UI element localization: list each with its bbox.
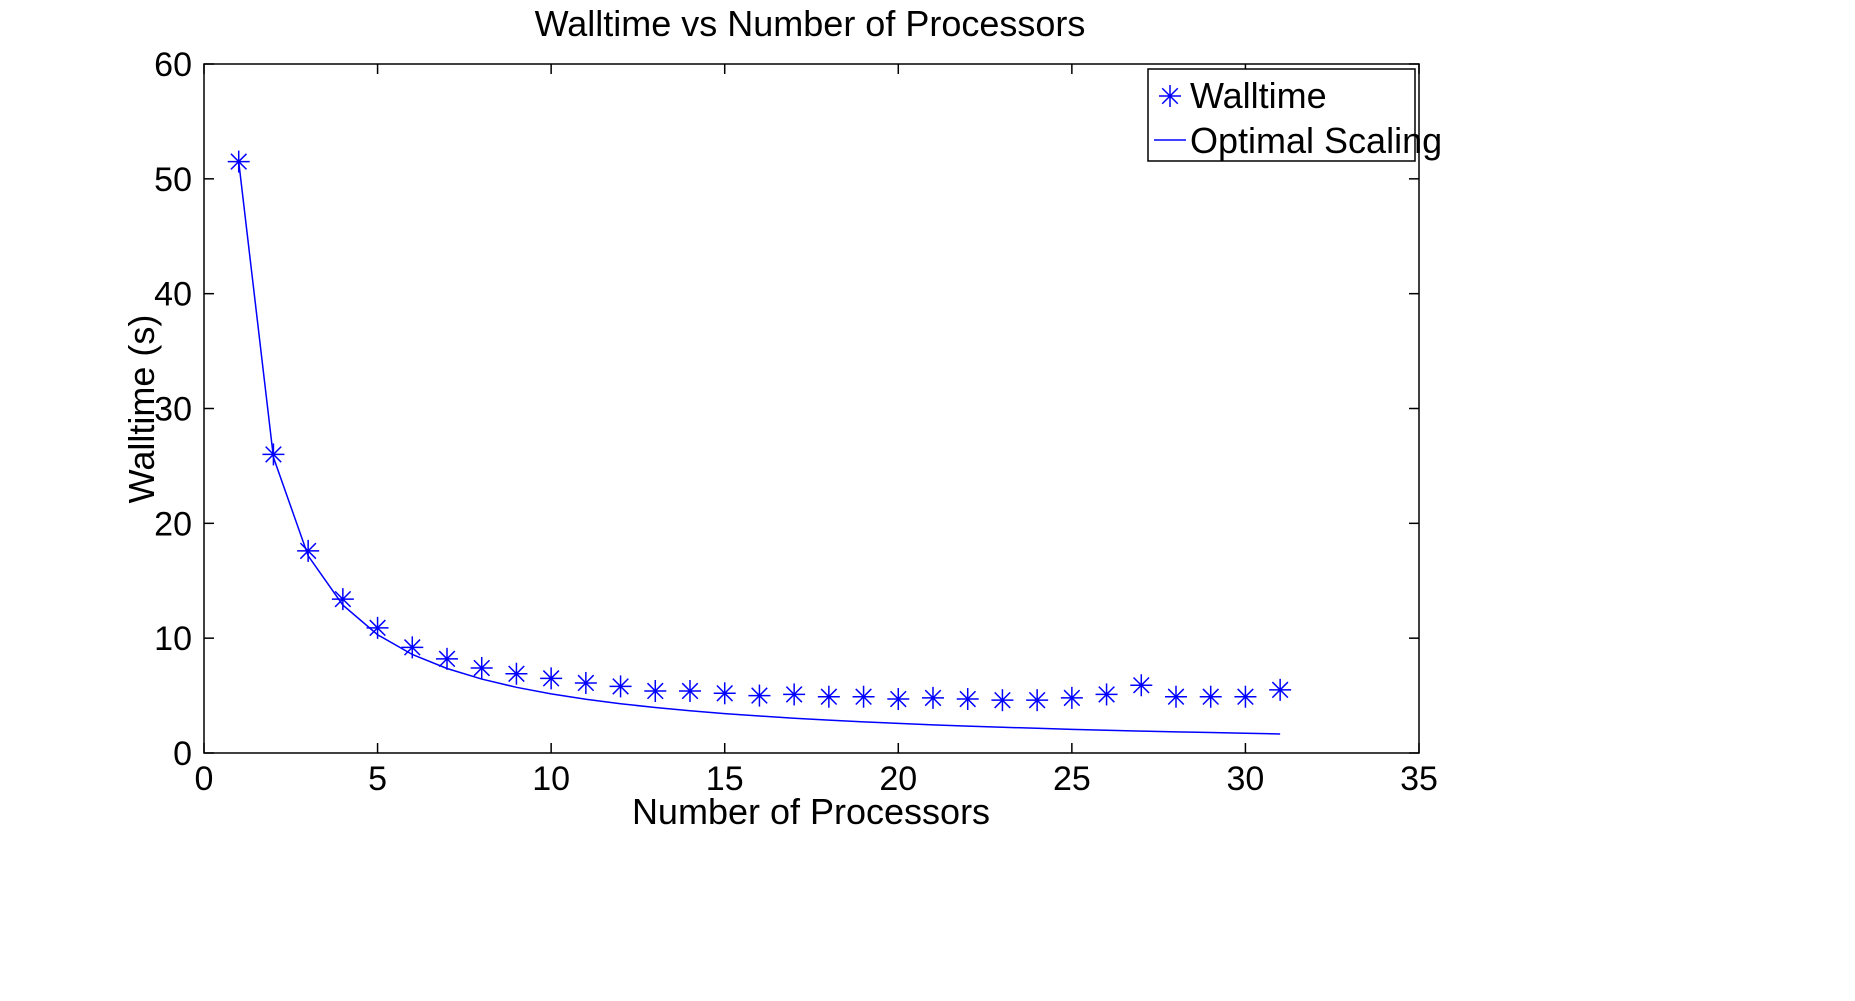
walltime-point [1199, 685, 1222, 708]
walltime-point [956, 688, 979, 711]
y-tick-label: 50 [154, 161, 192, 199]
legend-asterisk-icon [1159, 85, 1181, 107]
x-tick-label: 0 [195, 760, 214, 798]
x-tick-label: 10 [532, 760, 570, 798]
y-tick-label: 30 [154, 391, 192, 429]
x-tick-label: 5 [368, 760, 387, 798]
legend-box [1147, 68, 1416, 162]
x-tick-label: 20 [879, 760, 917, 798]
x-axis-label: Number of Processors [632, 791, 990, 832]
walltime-point [1130, 674, 1153, 697]
walltime-point [331, 588, 354, 611]
walltime-point [262, 443, 285, 466]
walltime-point [401, 636, 424, 659]
walltime-point [297, 539, 320, 562]
walltime-point [1026, 689, 1049, 712]
x-tick-label: 15 [706, 760, 744, 798]
y-tick-label: 20 [154, 505, 192, 543]
legend-asterisk-mark [1159, 85, 1181, 107]
walltime-point [505, 662, 528, 685]
legend: Walltime Optimal Scaling [1147, 68, 1442, 162]
walltime-point [540, 667, 563, 690]
walltime-point [713, 682, 736, 705]
x-tick-label: 35 [1400, 760, 1438, 798]
walltime-point [1095, 683, 1118, 706]
walltime-point [644, 679, 667, 702]
y-tick-label: 10 [154, 620, 192, 658]
walltime-point [991, 689, 1014, 712]
x-axis-ticks: 0 5 10 15 20 25 30 35 [195, 64, 1438, 798]
walltime-point [574, 671, 597, 694]
walltime-point [783, 683, 806, 706]
y-axis-ticks: 0 10 20 30 40 50 60 [154, 46, 1419, 773]
legend-label-walltime: Walltime [1190, 75, 1327, 116]
walltime-point [748, 684, 771, 707]
walltime-point [1269, 678, 1292, 701]
legend-label-optimal-scaling: Optimal Scaling [1190, 120, 1442, 161]
y-tick-label: 40 [154, 276, 192, 314]
walltime-point [470, 657, 493, 680]
walltime-point [436, 647, 458, 670]
walltime-point [922, 686, 944, 709]
walltime-point [1060, 686, 1083, 709]
walltime-point [887, 688, 910, 711]
walltime-point [679, 679, 701, 702]
walltime-point [852, 685, 875, 708]
walltime-point [1165, 685, 1187, 708]
x-tick-label: 30 [1227, 760, 1265, 798]
walltime-point [817, 685, 840, 708]
y-tick-label: 0 [173, 735, 192, 773]
walltime-series [227, 150, 1292, 712]
chart-title: Walltime vs Number of Processors [535, 3, 1086, 44]
x-tick-label: 25 [1053, 760, 1091, 798]
walltime-point [609, 675, 632, 698]
walltime-point [366, 616, 389, 639]
walltime-point [227, 150, 250, 173]
walltime-point [1234, 685, 1257, 708]
y-axis-label: Walltime (s) [121, 315, 162, 504]
y-tick-label: 60 [154, 46, 192, 84]
